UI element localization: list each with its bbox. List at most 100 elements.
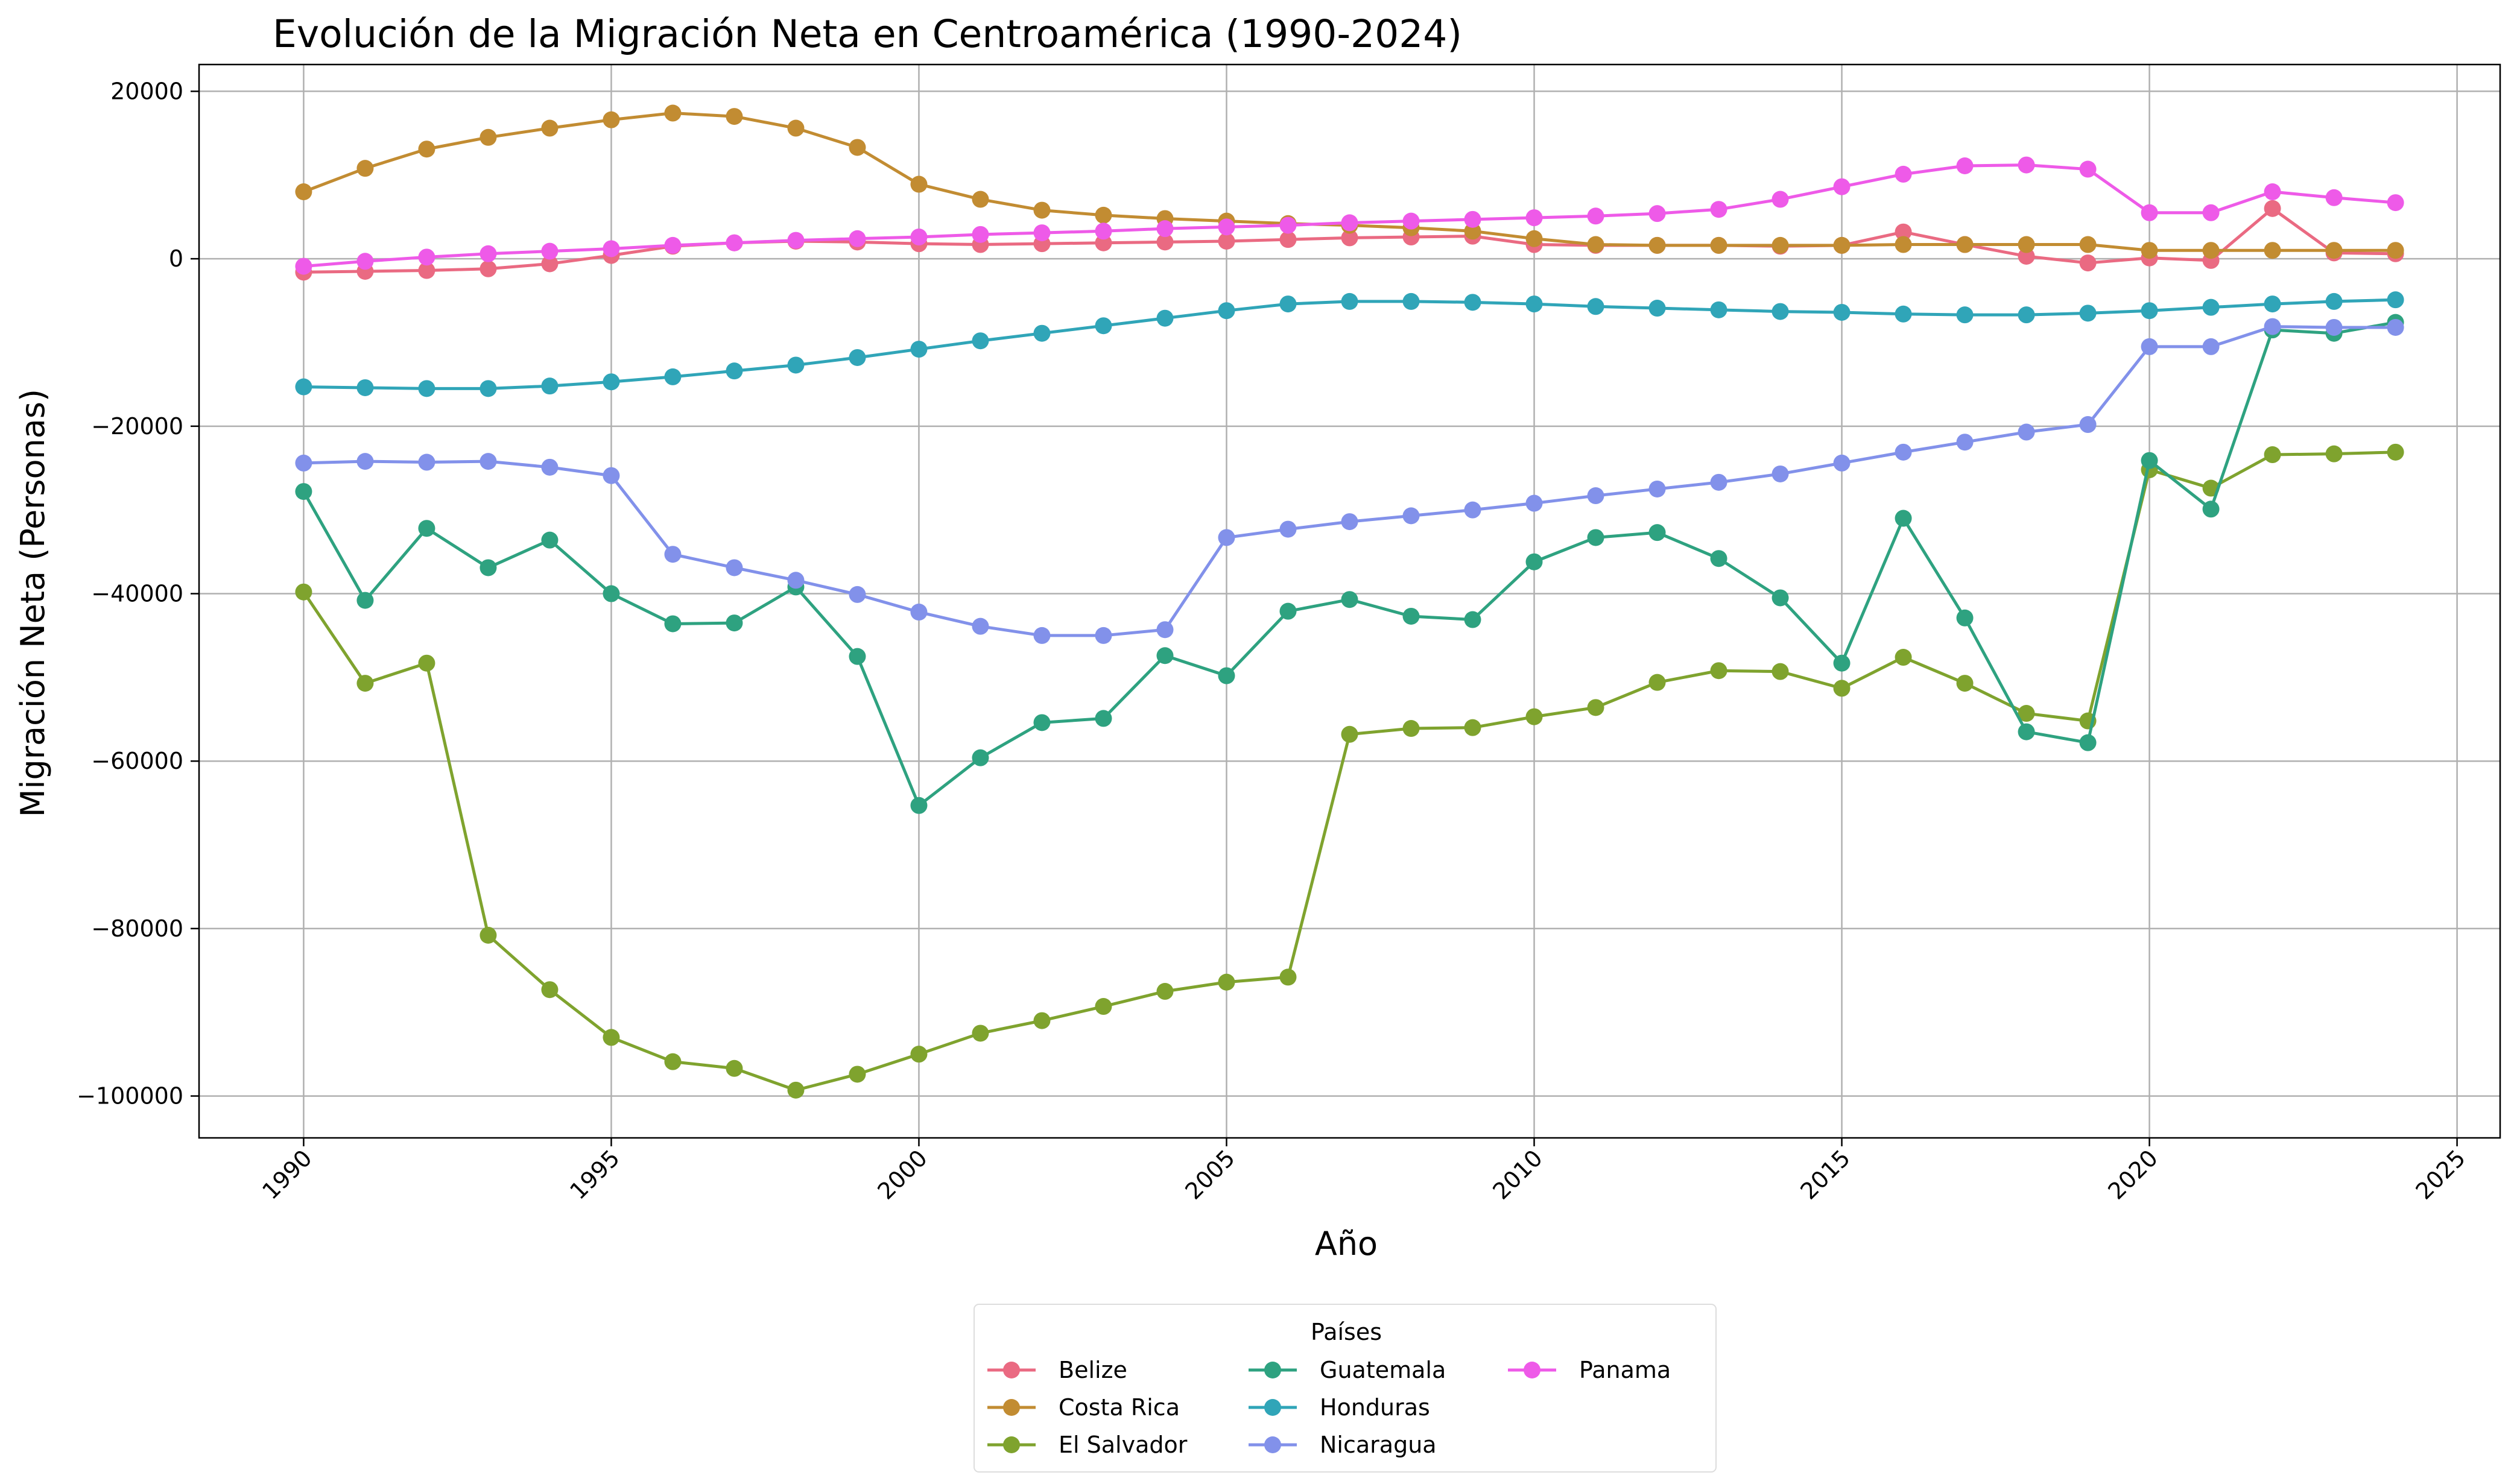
legend: Países Belize Costa Rica El Salvador Guatem…	[974, 1304, 1717, 1473]
data-point	[1525, 209, 1543, 227]
data-point	[2079, 160, 2097, 178]
data-point	[2079, 236, 2097, 253]
data-point	[1341, 591, 1358, 608]
data-point	[356, 675, 374, 692]
data-point	[2264, 183, 2281, 201]
data-point	[1279, 968, 1297, 986]
legend-label: Belize	[1059, 1357, 1127, 1383]
data-point	[1464, 611, 1481, 628]
data-point	[972, 1025, 989, 1042]
data-point	[1710, 236, 1727, 254]
data-point	[1095, 317, 1112, 335]
data-point	[787, 119, 805, 137]
data-point	[2018, 705, 2035, 722]
data-point	[1956, 236, 1974, 253]
data-point	[910, 175, 928, 193]
data-point	[295, 183, 312, 201]
data-point	[418, 248, 435, 266]
data-point	[910, 604, 928, 621]
data-point	[2202, 242, 2220, 259]
legend-marker	[1264, 1399, 1281, 1416]
data-point	[1279, 295, 1297, 313]
data-point	[1710, 550, 1727, 567]
data-point	[1156, 647, 1174, 665]
data-point	[541, 377, 559, 395]
data-point	[910, 1046, 928, 1063]
data-point	[480, 926, 497, 944]
data-point	[418, 141, 435, 158]
data-point	[1895, 236, 1912, 253]
data-point	[418, 380, 435, 397]
data-point	[1833, 454, 1851, 472]
data-point	[480, 380, 497, 397]
data-point	[972, 226, 989, 243]
data-point	[1033, 324, 1051, 342]
data-point	[356, 253, 374, 270]
data-point	[910, 797, 928, 814]
data-point	[1033, 1012, 1051, 1029]
data-point	[603, 373, 620, 391]
series-nicaragua	[295, 318, 2404, 644]
legend-label: Costa Rica	[1059, 1394, 1180, 1421]
data-point	[1033, 201, 1051, 219]
data-point	[480, 128, 497, 146]
data-point	[480, 260, 497, 277]
data-point	[1587, 207, 1604, 225]
data-point	[2202, 298, 2220, 316]
data-point	[480, 245, 497, 262]
data-point	[2079, 254, 2097, 272]
data-point	[664, 615, 682, 633]
data-point	[418, 453, 435, 471]
y-tick-label: −60000	[91, 748, 183, 774]
data-point	[1895, 223, 1912, 241]
data-point	[1587, 699, 1604, 716]
data-point	[1710, 201, 1727, 218]
data-point	[356, 453, 374, 470]
plot-frame	[198, 63, 2501, 1139]
data-point	[1341, 214, 1358, 232]
data-point	[1464, 501, 1481, 519]
x-axis-label: Año	[1315, 1225, 1378, 1263]
legend-marker	[1003, 1436, 1020, 1453]
data-point	[849, 648, 866, 665]
chart-title: Evolución de la Migración Neta en Centro…	[273, 12, 1462, 56]
data-point	[356, 592, 374, 609]
data-point	[1895, 649, 1912, 666]
data-point	[1772, 589, 1789, 607]
data-point	[2018, 247, 2035, 265]
data-point	[480, 453, 497, 470]
data-point	[1218, 232, 1235, 250]
y-axis-label: Migración Neta (Personas)	[14, 389, 52, 817]
data-point	[1833, 236, 1851, 254]
data-point	[1956, 609, 1974, 627]
y-tick-label: −80000	[91, 915, 183, 942]
series-layer	[295, 104, 2404, 1099]
data-point	[541, 119, 559, 137]
data-point	[2018, 306, 2035, 324]
data-point	[1156, 220, 1174, 238]
legend-marker	[1524, 1362, 1540, 1378]
data-point	[1095, 710, 1112, 727]
data-point	[1156, 621, 1174, 639]
data-point	[664, 104, 682, 122]
data-point	[1525, 553, 1543, 570]
data-point	[295, 483, 312, 500]
data-point	[1341, 513, 1358, 531]
data-point	[1587, 487, 1604, 505]
y-tick-label: −100000	[77, 1083, 183, 1110]
data-point	[603, 585, 620, 602]
data-point	[603, 240, 620, 257]
legend-label: Honduras	[1320, 1394, 1430, 1421]
data-point	[295, 454, 312, 472]
data-point	[1402, 607, 1420, 625]
data-point	[1833, 178, 1851, 195]
data-point	[1525, 230, 1543, 247]
data-point	[1279, 602, 1297, 620]
data-point	[849, 586, 866, 603]
data-point	[418, 262, 435, 279]
data-point	[1156, 983, 1174, 1000]
data-point	[1464, 223, 1481, 240]
data-point	[2264, 318, 2281, 335]
data-point	[603, 1029, 620, 1046]
